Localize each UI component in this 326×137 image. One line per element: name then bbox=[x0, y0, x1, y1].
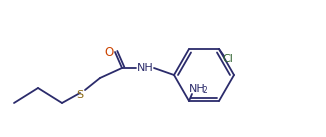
Text: Cl: Cl bbox=[223, 54, 233, 64]
Text: NH: NH bbox=[189, 84, 205, 94]
Text: NH: NH bbox=[137, 63, 153, 73]
Text: S: S bbox=[76, 90, 83, 100]
Text: 2: 2 bbox=[203, 86, 207, 95]
Text: O: O bbox=[104, 46, 114, 59]
